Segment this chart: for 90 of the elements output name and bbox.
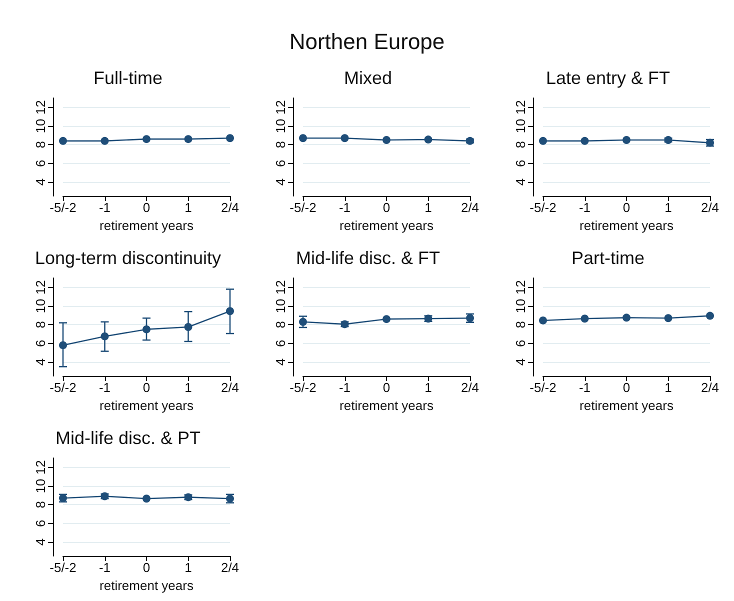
y-tick-label: 10 (273, 298, 288, 314)
y-tick-label: 10 (33, 298, 48, 314)
x-tick-label: -5/-2 (50, 200, 76, 215)
x-tick-label: 2/4 (220, 380, 240, 395)
x-tick-label: -1 (98, 560, 111, 575)
x-tick-label: -5/-2 (530, 380, 556, 395)
x-tick-label: 2/4 (700, 380, 720, 395)
x-axis-title: retirement years (340, 218, 434, 233)
chart-title: Late entry & FT (546, 68, 670, 88)
x-tick-label: 1 (184, 560, 192, 575)
x-tick-label: 1 (184, 380, 192, 395)
y-tick-label: 10 (513, 118, 528, 134)
y-tick-label: 6 (513, 340, 528, 347)
y-tick-label: 6 (33, 340, 48, 347)
x-tick-label: 0 (382, 380, 390, 395)
x-tick-label: -5/-2 (50, 380, 76, 395)
x-axis-title: retirement years (100, 218, 194, 233)
y-tick-label: 10 (33, 118, 48, 134)
point (226, 307, 234, 316)
x-tick-label: -1 (578, 380, 591, 395)
x-tick-label: -5/-2 (50, 560, 76, 575)
y-tick-label: 6 (33, 160, 48, 167)
x-axis-title: retirement years (100, 578, 194, 593)
x-tick-label: 0 (142, 380, 150, 395)
x-tick-label: -1 (578, 200, 591, 215)
x-tick-label: 1 (184, 200, 192, 215)
y-tick-label: 6 (33, 520, 48, 527)
y-tick-label: 10 (273, 118, 288, 134)
x-tick-label: 2/4 (700, 200, 720, 215)
y-tick-label: 6 (273, 340, 288, 347)
y-tick-label: 12 (273, 100, 288, 115)
y-tick-label: 8 (513, 321, 528, 328)
x-tick-label: 2/4 (220, 200, 240, 215)
chart-title: Mixed (344, 68, 392, 88)
x-tick-label: 1 (424, 200, 432, 215)
y-tick-label: 4 (33, 358, 48, 366)
chart-title: Full-time (93, 68, 163, 88)
y-tick-label: 4 (33, 538, 48, 546)
y-tick-label: 12 (33, 280, 48, 295)
x-tick-label: -1 (338, 380, 351, 395)
x-tick-label: 2/4 (460, 200, 480, 215)
x-tick-label: 0 (142, 200, 150, 215)
y-tick-label: 10 (33, 478, 48, 494)
x-tick-label: 1 (664, 200, 672, 215)
y-tick-label: 10 (513, 298, 528, 314)
x-tick-label: 0 (622, 200, 630, 215)
x-axis-title: retirement years (100, 398, 194, 413)
x-tick-label: 2/4 (220, 560, 240, 575)
y-tick-label: 6 (513, 160, 528, 167)
x-axis-title: retirement years (580, 398, 674, 413)
chart-title: Part-time (571, 248, 645, 268)
point (142, 325, 150, 334)
y-tick-label: 4 (513, 358, 528, 366)
y-tick-label: 12 (513, 280, 528, 295)
chart-title: Mid-life disc. & FT (296, 248, 440, 268)
point (59, 341, 67, 350)
y-tick-label: 12 (33, 460, 48, 475)
x-tick-label: 0 (622, 380, 630, 395)
y-tick-label: 8 (273, 141, 288, 148)
y-tick-label: 8 (513, 141, 528, 148)
y-tick-label: 8 (33, 501, 48, 508)
y-tick-label: 4 (33, 178, 48, 186)
x-tick-label: -1 (338, 200, 351, 215)
text: Northen Europe (288, 28, 446, 56)
x-tick-label: -5/-2 (290, 380, 316, 395)
x-tick-label: 1 (424, 380, 432, 395)
y-tick-label: 12 (33, 100, 48, 115)
chart-title: Long-term discontinuity (34, 248, 222, 268)
x-tick-label: -5/-2 (530, 200, 556, 215)
y-tick-label: 4 (513, 178, 528, 186)
x-axis-title: retirement years (580, 218, 674, 233)
x-tick-label: 2/4 (460, 380, 480, 395)
point (100, 332, 109, 340)
y-tick-label: 4 (273, 178, 288, 186)
x-tick-label: 0 (382, 200, 390, 215)
x-axis-title: retirement years (340, 398, 434, 413)
y-tick-label: 8 (33, 141, 48, 148)
y-tick-label: 6 (273, 160, 288, 167)
x-tick-label: -1 (98, 200, 111, 215)
y-tick-label: 12 (273, 280, 288, 295)
y-tick-label: 12 (513, 100, 528, 115)
x-tick-label: 0 (142, 560, 150, 575)
x-tick-label: -5/-2 (290, 200, 316, 215)
x-tick-label: -1 (98, 380, 111, 395)
y-tick-label: 8 (33, 321, 48, 328)
x-tick-label: 1 (664, 380, 672, 395)
chart-title: Mid-life disc. & PT (55, 428, 201, 448)
y-tick-label: 4 (273, 358, 288, 366)
point (184, 323, 192, 331)
y-tick-label: 8 (273, 321, 288, 328)
